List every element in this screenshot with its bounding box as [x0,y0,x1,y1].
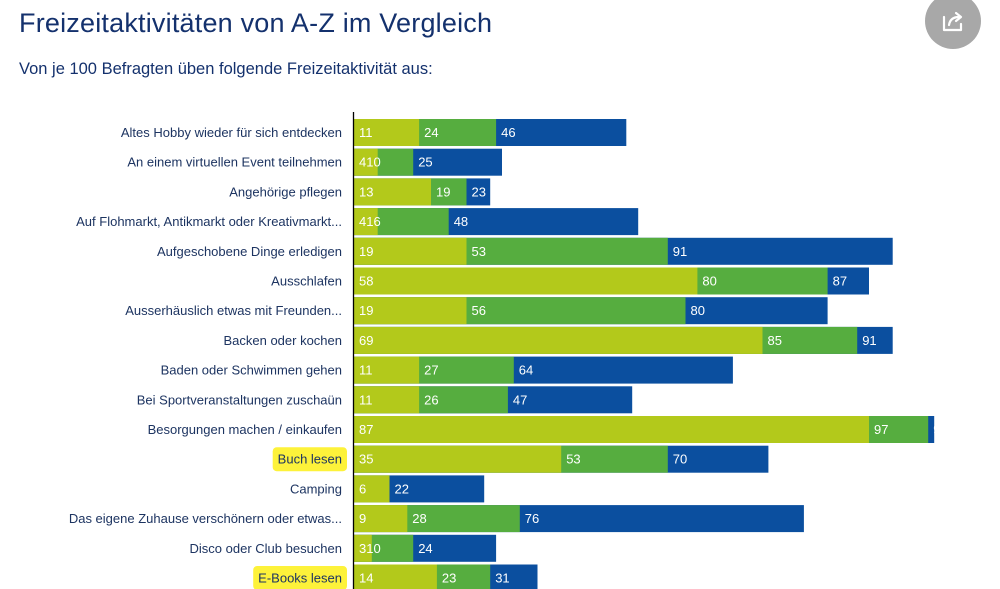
category-label-4: Aufgeschobene Dinge erledigen [157,244,342,259]
bar-series-1-row-6 [354,297,467,325]
category-label-7: Backen oder kochen [223,333,342,348]
highlight-marker-11 [272,447,347,472]
value-label-series-1-row-12: 6 [359,481,366,496]
category-label-15: E-Books lesen [258,571,342,586]
category-label-13: Das eigene Zuhause verschönern oder etwa… [69,511,342,526]
bar-series-1-row-1 [354,148,378,176]
value-label-series-1-row-5: 58 [359,274,373,289]
category-label-9: Bei Sportveranstaltungen zuschaün [137,392,342,407]
value-label-series-1-row-1: 410 [359,155,381,170]
category-label-12: Camping [290,481,342,496]
value-label-series-3-row-12: 22 [395,481,409,496]
value-label-series-1-row-2: 13 [359,184,373,199]
value-label-series-1-row-7: 69 [359,333,373,348]
bar-series-1-row-8 [354,356,420,384]
bar-series-1-row-13 [354,505,408,533]
bar-series-1-row-9 [354,386,420,414]
category-label-0: Altes Hobby wieder für sich entdecken [121,125,342,140]
category-label-10: Besorgungen machen / einkaufen [148,422,342,437]
bar-series-1-row-2 [354,178,431,206]
value-label-series-2-row-11: 53 [566,452,580,467]
value-label-series-2-row-10: 97 [874,422,888,437]
value-label-series-2-row-4: 53 [472,244,486,259]
category-label-11: Buch lesen [278,452,342,467]
value-label-series-3-row-3: 48 [454,214,468,229]
bar-series-1-row-3 [354,208,378,236]
value-label-series-3-row-14: 24 [418,541,432,556]
value-label-series-2-row-7: 85 [768,333,782,348]
value-label-series-1-row-11: 35 [359,452,373,467]
value-label-series-1-row-0: 11 [359,125,373,140]
value-label-series-2-row-15: 23 [442,571,456,586]
bar-series-1-row-0 [354,119,420,146]
value-label-series-3-row-0: 46 [501,125,515,140]
value-label-series-3-row-2: 23 [472,184,486,199]
value-label-series-3-row-6: 80 [691,303,705,318]
bar-series-1-row-14 [354,534,372,562]
value-label-series-2-row-2: 19 [436,184,450,199]
value-label-series-1-row-6: 19 [359,303,373,318]
value-label-series-1-row-14: 310 [359,541,381,556]
category-label-14: Disco oder Club besuchen [190,541,342,556]
category-label-3: Auf Flohmarkt, Antikmarkt oder Kreativma… [76,214,342,229]
value-label-series-1-row-8: 11 [359,363,373,378]
highlight-marker-15 [253,566,347,589]
share-icon [942,11,963,32]
category-label-5: Ausschlafen [271,274,342,289]
value-label-series-3-row-8: 64 [519,363,533,378]
chart-subtitle: Von je 100 Befragten üben folgende Freiz… [19,60,433,78]
category-label-2: Angehörige pflegen [229,184,342,199]
value-label-series-3-row-5: 87 [833,274,847,289]
value-label-series-3-row-10: 98 [933,422,947,437]
bar-series-1-row-11 [354,445,562,473]
page-title: Freizeitaktivitäten von A-Z im Vergleich [19,8,493,38]
value-label-series-2-row-8: 27 [424,363,438,378]
value-label-series-3-row-7: 91 [862,333,876,348]
value-label-series-3-row-13: 76 [525,511,539,526]
value-label-series-1-row-10: 87 [359,422,373,437]
share-button[interactable] [925,0,981,49]
value-label-series-1-row-4: 19 [359,244,373,259]
bar-series-1-row-5 [354,267,698,295]
value-label-series-3-row-4: 91 [673,244,687,259]
category-label-8: Baden oder Schwimmen gehen [161,363,342,378]
bar-series-1-row-15 [354,564,437,589]
bar-series-1-row-12 [354,475,390,503]
value-label-series-1-row-3: 416 [359,214,381,229]
bar-series-1-row-4 [354,237,467,265]
value-label-series-2-row-0: 24 [424,125,438,140]
value-label-series-1-row-13: 9 [359,511,366,526]
value-label-series-1-row-9: 11 [359,392,373,407]
category-label-6: Ausserhäuslich etwas mit Freunden... [125,303,342,318]
value-label-series-2-row-13: 28 [412,511,426,526]
bar-series-1-row-10 [354,416,869,443]
value-label-series-3-row-9: 47 [513,392,527,407]
value-label-series-3-row-15: 31 [495,571,509,586]
value-label-series-1-row-15: 14 [359,571,373,586]
value-label-series-2-row-9: 26 [424,392,438,407]
value-label-series-3-row-11: 70 [673,452,687,467]
value-label-series-2-row-5: 80 [702,274,716,289]
bar-series-1-row-7 [354,326,763,354]
value-label-series-3-row-1: 25 [418,155,432,170]
value-label-series-2-row-6: 56 [472,303,486,318]
category-label-1: An einem virtuellen Event teilnehmen [127,155,342,170]
